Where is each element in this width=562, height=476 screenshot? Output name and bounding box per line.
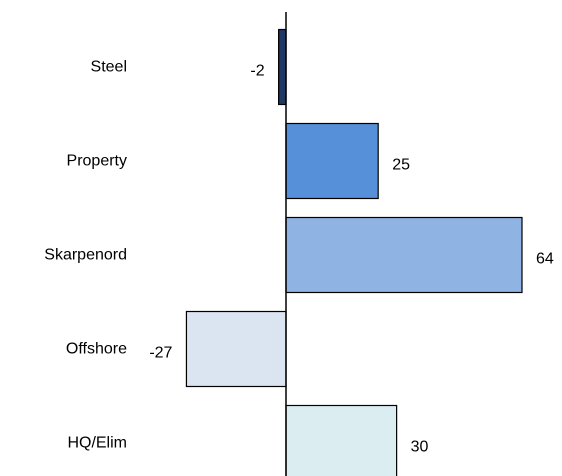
category-label-hq-elim: HQ/Elim: [67, 435, 127, 452]
bar-offshore: [185, 310, 287, 388]
value-labels-group: -2 25 64 -27 30: [149, 63, 554, 456]
bar-steel: [278, 28, 287, 106]
value-label-skarpenord: 64: [536, 251, 554, 268]
category-labels-group: Steel Property Skarpenord Offshore HQ/Elim: [44, 59, 127, 452]
value-label-hq-elim: 30: [411, 439, 429, 456]
category-label-offshore: Offshore: [66, 341, 127, 358]
bar-hq-elim: [285, 404, 398, 476]
bar-skarpenord: [285, 216, 523, 294]
category-label-steel: Steel: [91, 59, 127, 76]
value-label-steel: -2: [250, 63, 264, 80]
category-label-skarpenord: Skarpenord: [44, 247, 127, 264]
category-label-property: Property: [67, 153, 127, 170]
bar-property: [285, 122, 379, 200]
value-label-offshore: -27: [149, 345, 172, 362]
bars-group: [185, 28, 523, 476]
value-label-property: 25: [392, 157, 410, 174]
